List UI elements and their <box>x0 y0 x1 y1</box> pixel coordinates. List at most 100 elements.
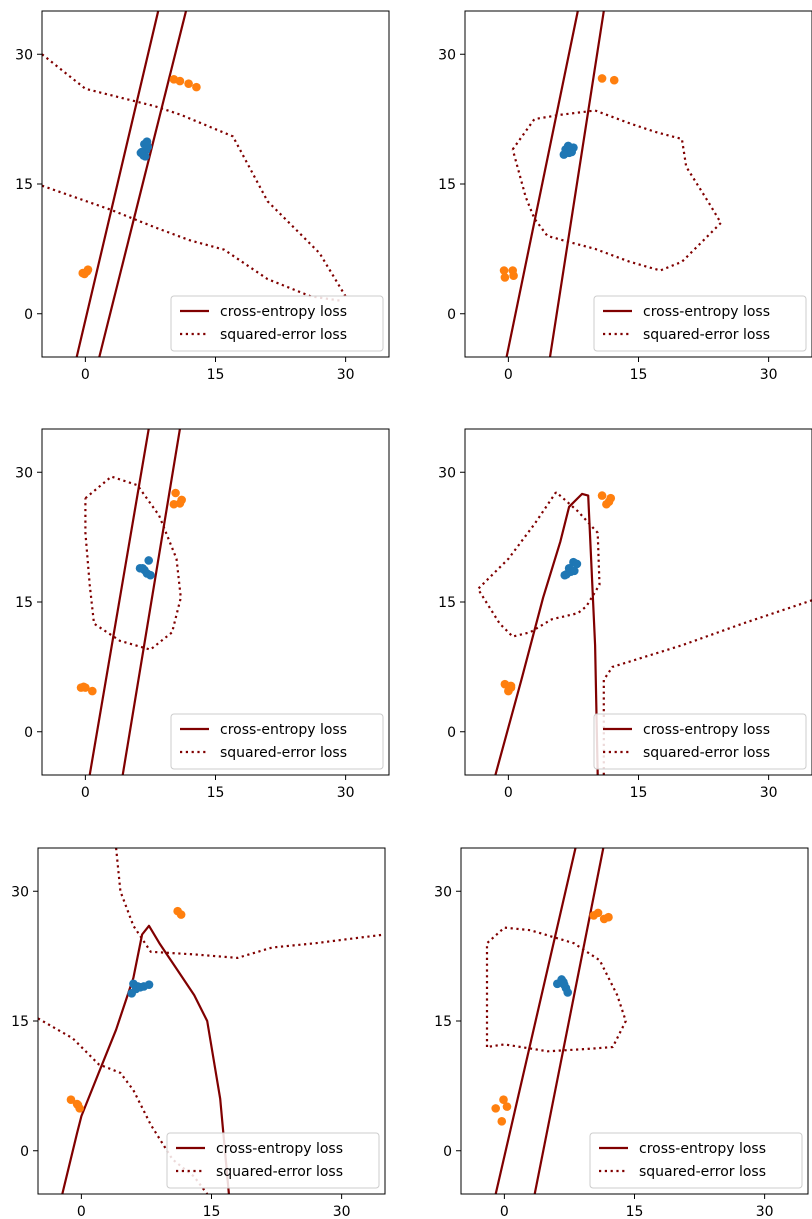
squared-error-boundary-2 <box>602 599 812 775</box>
legend: cross-entropy loss squared-error loss <box>593 295 807 352</box>
legend-frame <box>589 1132 803 1189</box>
class-b-point <box>604 912 613 922</box>
x-tick-label: 30 <box>337 367 355 383</box>
class-b-point <box>593 908 603 918</box>
x-tick-label: 0 <box>504 367 513 383</box>
cross-entropy-boundary-2 <box>121 429 181 775</box>
y-tick-label: 30 <box>15 47 33 63</box>
x-tick-label: 15 <box>626 1204 644 1219</box>
class-b-point <box>606 493 616 503</box>
y-tick-label: 15 <box>438 177 456 193</box>
squared-error-boundary-1 <box>485 926 627 1053</box>
y-tick-label: 15 <box>15 595 33 611</box>
cross-entropy-boundary-1 <box>88 429 150 775</box>
squared-error-boundary-2 <box>38 1017 209 1194</box>
class-b-point <box>79 682 88 692</box>
cross-entropy-boundary-2 <box>533 848 605 1194</box>
class-a-point <box>559 980 569 989</box>
y-tick-label: 0 <box>447 307 456 323</box>
plot-area <box>76 429 186 775</box>
class-b-point <box>609 75 619 85</box>
class-b-point <box>491 1104 500 1113</box>
class-b-point <box>83 265 93 274</box>
cross-entropy-boundary-1 <box>75 11 160 357</box>
class-b-point <box>175 76 185 86</box>
cross-entropy-boundary-2 <box>98 11 188 357</box>
y-tick-label: 30 <box>438 47 456 63</box>
legend-label: cross-entropy loss <box>216 1141 343 1157</box>
class-a-point <box>563 141 573 151</box>
legend: cross-entropy loss squared-error loss <box>166 1132 380 1189</box>
x-tick-label: 15 <box>630 785 648 801</box>
squared-error-boundary-1 <box>84 475 182 651</box>
legend-frame <box>166 1132 380 1189</box>
y-tick-label: 30 <box>438 465 456 481</box>
squared-error-boundary-2 <box>42 184 342 302</box>
class-b-point <box>177 495 186 505</box>
panel-5: 0 15 30 0 15 30 cross-entropy loss squared-erro… <box>11 847 386 1219</box>
y-tick-label: 15 <box>11 1014 29 1030</box>
class-b-point <box>499 266 509 275</box>
legend-label: cross-entropy loss <box>643 304 770 320</box>
x-tick-label: 30 <box>756 1204 774 1219</box>
y-tick-label: 0 <box>24 307 33 323</box>
y-tick-label: 0 <box>24 725 33 741</box>
class-a-point <box>144 980 154 989</box>
plot-area <box>485 848 627 1194</box>
legend-label: squared-error loss <box>643 327 770 343</box>
x-tick-label: 0 <box>81 367 90 383</box>
class-b-point <box>497 1117 507 1126</box>
legend: cross-entropy loss squared-error loss <box>589 1132 803 1189</box>
y-tick-label: 15 <box>15 177 33 193</box>
legend-frame <box>170 295 384 352</box>
class-a-point <box>136 982 145 992</box>
legend-label: squared-error loss <box>220 327 347 343</box>
class-b-point <box>597 74 607 83</box>
class-b-point <box>88 686 97 696</box>
x-tick-label: 30 <box>337 785 355 801</box>
class-b-point <box>73 1100 83 1110</box>
legend-label: squared-error loss <box>216 1164 343 1180</box>
class-b-point <box>509 271 518 280</box>
x-tick-label: 15 <box>630 367 648 383</box>
y-tick-label: 30 <box>434 884 452 900</box>
x-tick-label: 30 <box>760 367 778 383</box>
y-tick-label: 0 <box>443 1144 452 1160</box>
cross-entropy-boundary-1 <box>505 11 579 357</box>
legend-label: cross-entropy loss <box>220 722 347 738</box>
legend-label: squared-error loss <box>220 745 347 761</box>
x-tick-label: 15 <box>207 785 225 801</box>
y-tick-label: 30 <box>11 884 29 900</box>
x-tick-label: 0 <box>500 1204 509 1219</box>
panel-1: 0 15 30 0 15 30 cross-entropy loss squared-erro… <box>15 10 390 383</box>
class-a-point <box>572 559 582 569</box>
y-tick-label: 15 <box>434 1014 452 1030</box>
legend-frame <box>593 713 807 770</box>
x-tick-label: 0 <box>81 785 90 801</box>
plot-area <box>38 848 385 1194</box>
panel-6: 0 15 30 0 15 30 cross-entropy loss squared-erro… <box>434 847 809 1219</box>
class-a-point <box>570 566 579 576</box>
squared-error-boundary-1 <box>42 53 347 297</box>
legend: cross-entropy loss squared-error loss <box>170 713 384 770</box>
class-a-point <box>142 137 152 146</box>
x-tick-label: 0 <box>77 1204 86 1219</box>
class-b-point <box>500 273 510 282</box>
class-a-point <box>146 570 155 580</box>
cross-entropy-boundary-1 <box>494 492 599 775</box>
legend-label: squared-error loss <box>643 745 770 761</box>
plot-area <box>476 491 812 775</box>
class-b-point <box>502 1102 512 1111</box>
class-b-point <box>66 1095 76 1105</box>
class-b-point <box>184 79 193 88</box>
x-tick-label: 15 <box>203 1204 221 1219</box>
legend-label: squared-error loss <box>639 1164 766 1180</box>
legend-frame <box>170 713 384 770</box>
legend-label: cross-entropy loss <box>643 722 770 738</box>
x-tick-label: 0 <box>504 785 513 801</box>
class-b-point <box>171 488 180 498</box>
class-b-point <box>499 1095 508 1105</box>
y-tick-label: 30 <box>15 465 33 481</box>
plot-area <box>499 11 722 357</box>
